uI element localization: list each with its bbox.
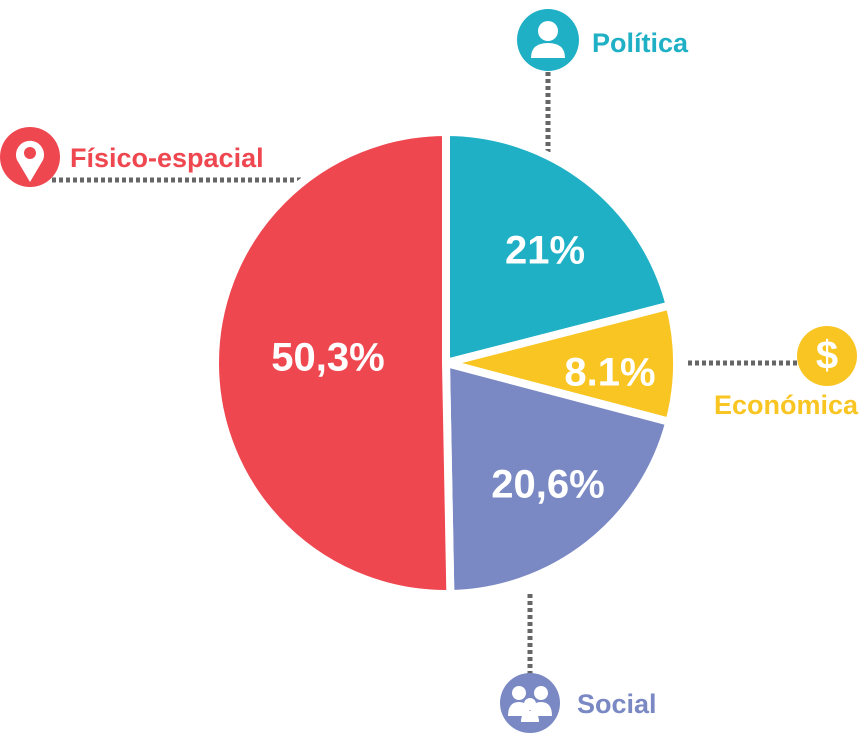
pin-icon [0, 127, 60, 187]
dollar-icon: $ [797, 326, 857, 386]
icons: $ [0, 9, 857, 733]
person-icon [517, 9, 579, 71]
category-label: Social [577, 689, 657, 719]
pie-slice [442, 128, 674, 367]
category-label: Físico-espacial [70, 143, 264, 173]
value-label: 8.1% [564, 351, 655, 395]
value-label: 21% [505, 229, 585, 273]
value-label: 20,6% [491, 463, 604, 507]
slices [211, 128, 681, 598]
value-label: 50,3% [271, 336, 384, 380]
category-label: Económica [714, 390, 859, 420]
pie-slice [211, 128, 455, 598]
leader-lines [52, 72, 798, 676]
category-label: Política [592, 28, 689, 58]
pie-slice [442, 359, 674, 598]
svg-text:$: $ [816, 334, 838, 378]
group-icon [500, 673, 560, 733]
